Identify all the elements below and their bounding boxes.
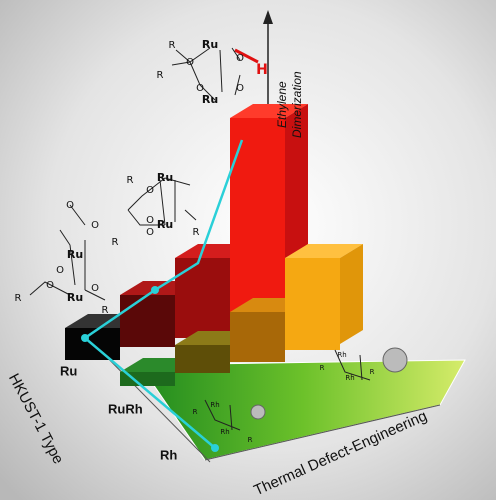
atom-label: R — [248, 436, 253, 444]
atom-label: Ru — [67, 248, 83, 261]
atom-label: R — [112, 237, 119, 248]
z-axis-label: Dimerization — [290, 71, 304, 138]
atom-label: R — [193, 227, 200, 238]
atom-label: O — [66, 200, 74, 211]
atom-label: Ru — [157, 218, 173, 231]
atom-label: O — [91, 220, 99, 231]
atom-label: R — [320, 364, 325, 372]
hydride-bond — [234, 48, 259, 64]
atom-label: O — [46, 280, 54, 291]
atom-label: R — [102, 305, 109, 316]
metal-cluster — [250, 404, 266, 420]
atom-label: Ru — [67, 291, 83, 304]
trend-point — [81, 334, 89, 342]
molecule-bonds — [29, 47, 371, 431]
bar-top — [285, 244, 363, 258]
atom-label: O — [236, 53, 244, 64]
rurh-row-bars — [120, 244, 363, 386]
bar — [230, 118, 285, 330]
bar-top — [230, 104, 308, 118]
atom-label: R — [169, 40, 176, 51]
atom-label: R — [370, 368, 375, 376]
atom-label: Rh — [337, 351, 346, 359]
z-axis-arrow — [263, 10, 273, 24]
bar-side — [340, 244, 363, 344]
metal-cluster — [382, 347, 408, 373]
atom-label: O — [146, 227, 154, 238]
atom-label: Rh — [210, 401, 219, 409]
atom-label: O — [91, 283, 99, 294]
x-axis-line — [204, 404, 441, 461]
atom-label: R — [193, 408, 198, 416]
trend-point — [151, 286, 159, 294]
trend-points — [81, 286, 219, 452]
z-axis-label: Ethylene — [275, 81, 289, 128]
atom-label: O — [146, 185, 154, 196]
row-label: Ru — [60, 363, 77, 378]
atom-label: O — [146, 215, 154, 226]
bar — [230, 312, 285, 362]
atom-label: R — [157, 70, 164, 81]
atom-label: O — [56, 265, 64, 276]
trend-point — [211, 444, 219, 452]
atom-label: Rh — [220, 428, 229, 436]
row-label: RuRh — [108, 401, 143, 416]
atom-label: Ru — [157, 171, 173, 184]
atom-label: R — [127, 175, 134, 186]
atom-label: O — [236, 83, 244, 94]
bar — [285, 258, 340, 350]
clusters — [250, 347, 408, 420]
bar — [175, 345, 230, 373]
atom-label: R — [15, 293, 22, 304]
atom-label: Rh — [345, 374, 354, 382]
bar — [120, 372, 175, 386]
bar — [175, 258, 230, 338]
row-label: Rh — [160, 447, 177, 462]
atom-label: H — [256, 62, 268, 78]
atom-label: O — [186, 57, 194, 68]
atom-label: Ru — [202, 38, 218, 51]
atom-label: O — [196, 83, 204, 94]
atom-label: Ru — [202, 93, 218, 106]
bar — [120, 295, 175, 347]
